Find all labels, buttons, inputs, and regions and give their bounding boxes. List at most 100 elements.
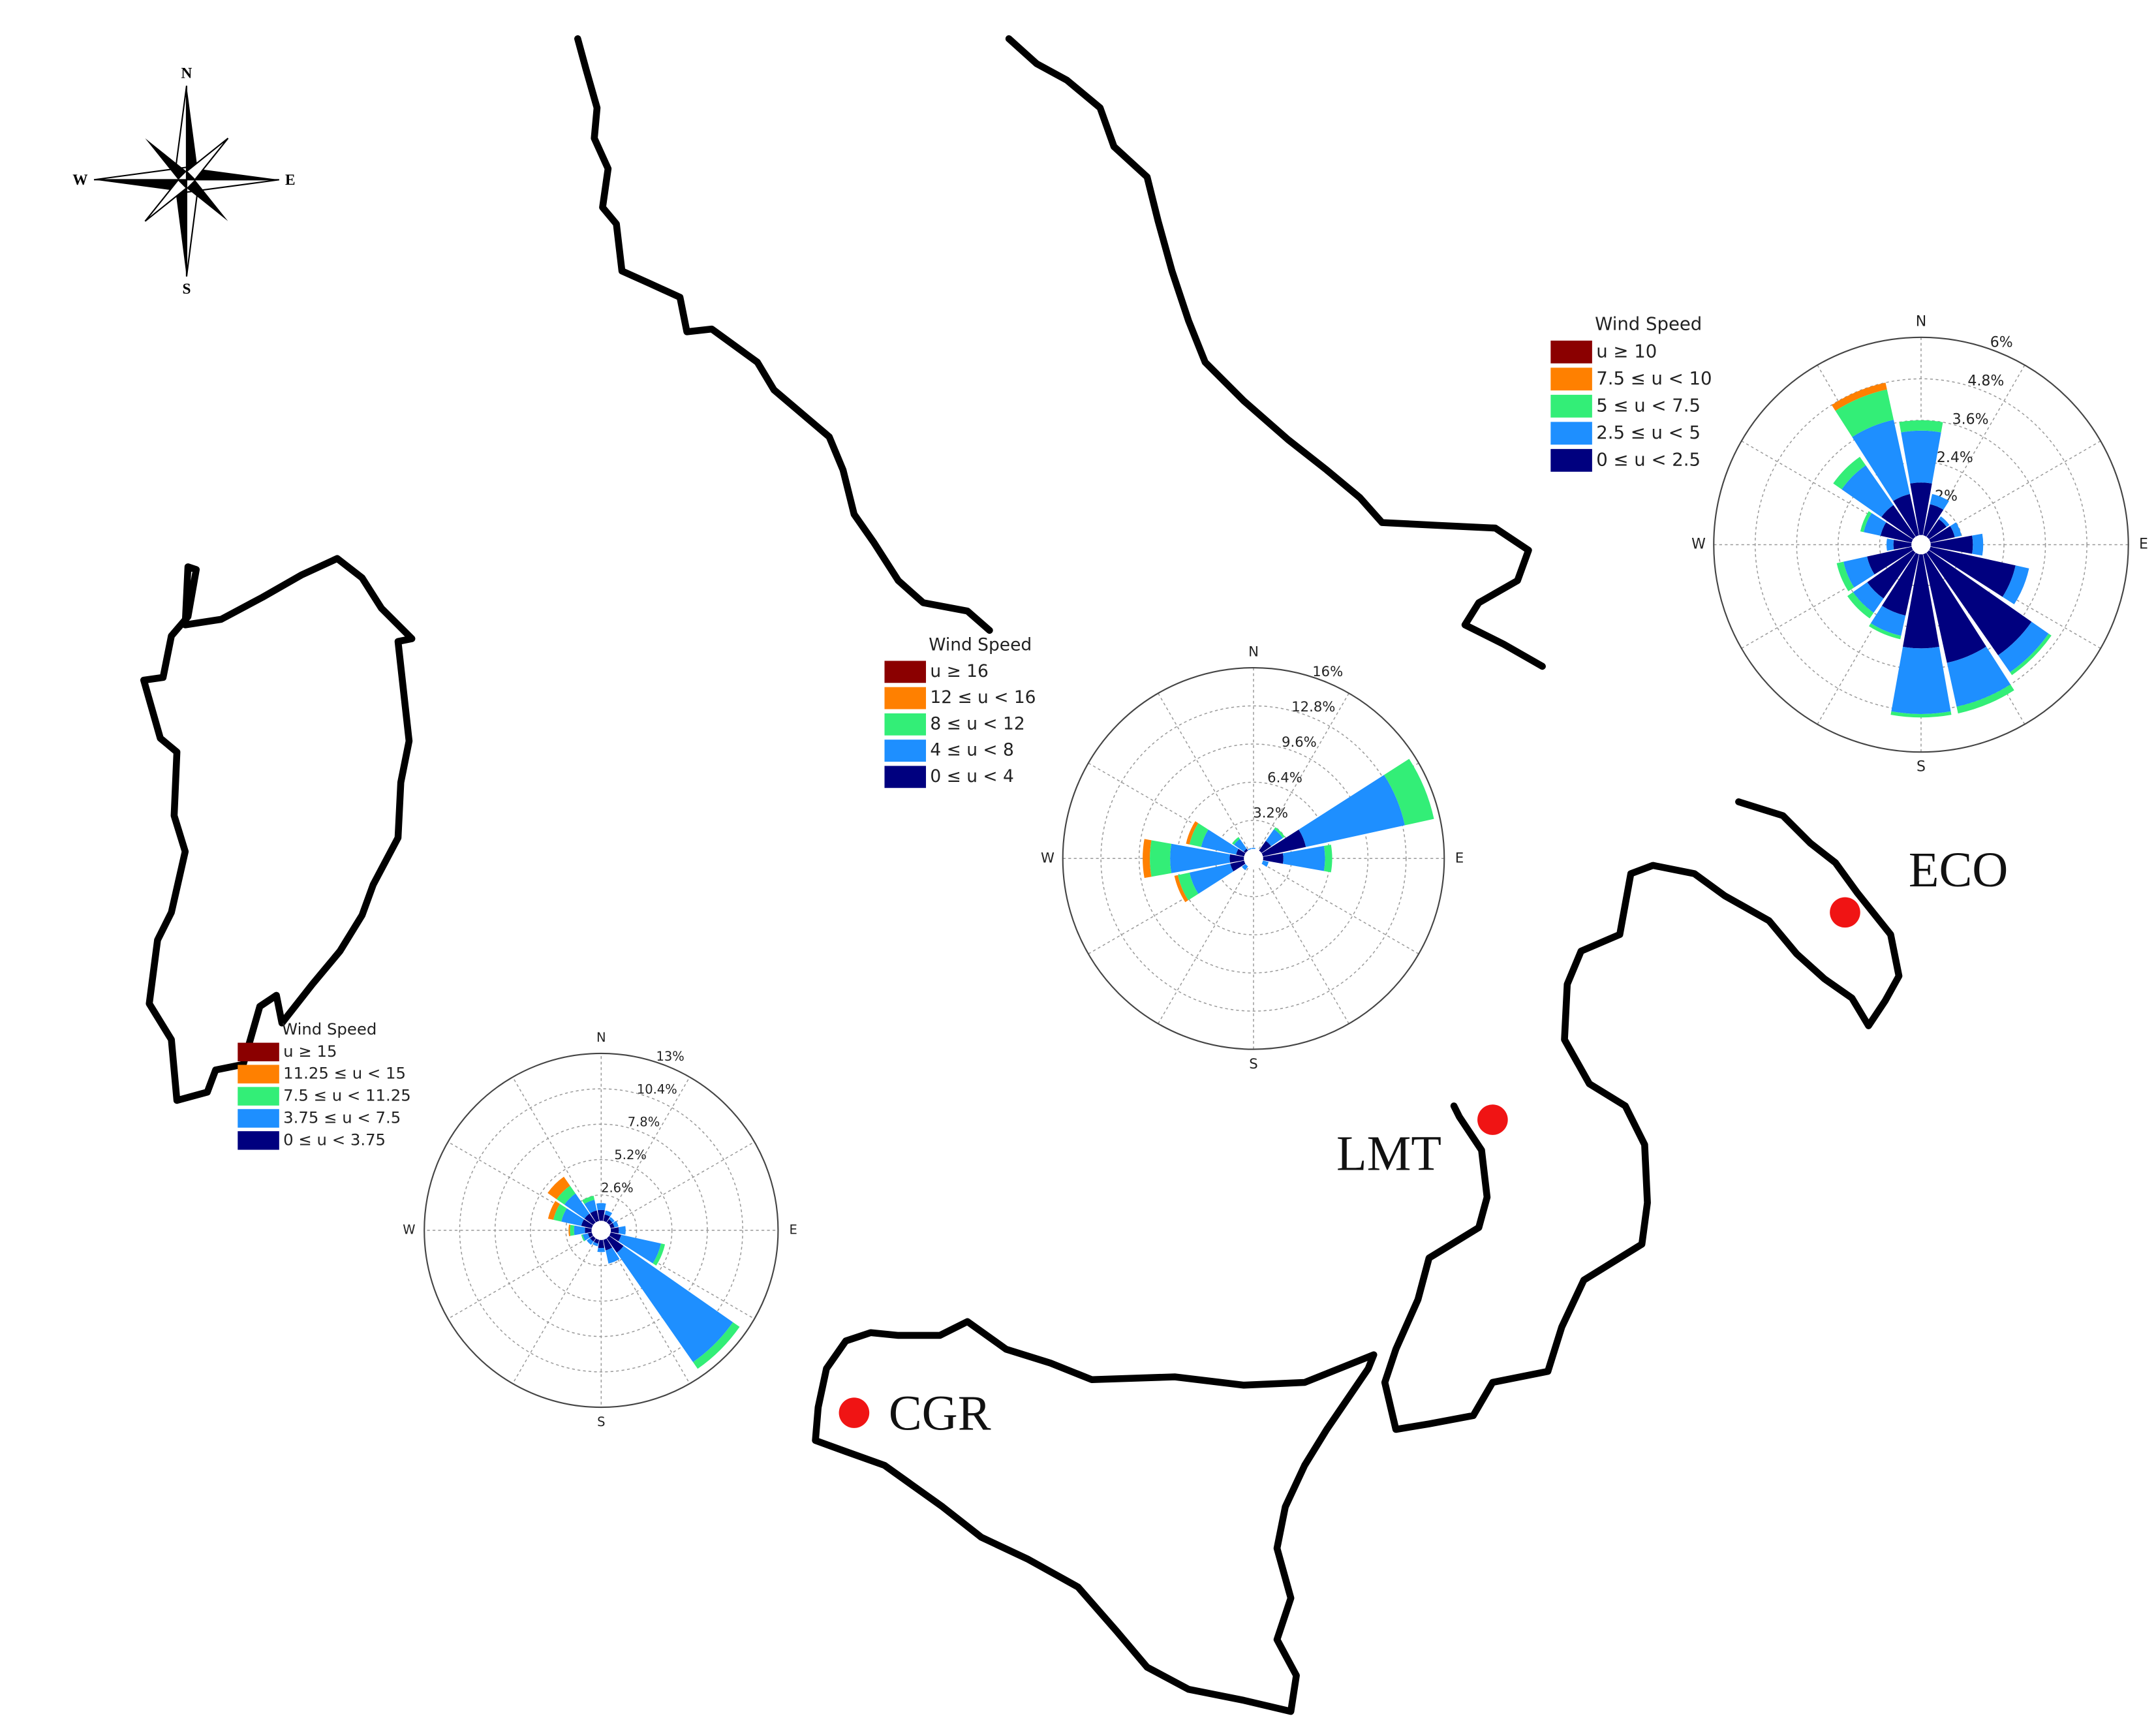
petal-segment [568,1224,571,1236]
petal-segment [1836,561,1855,591]
legend-label: 5 ≤ u < 7.5 [1596,395,1701,416]
petal-segment [1201,829,1239,855]
petal-segment [561,1208,584,1226]
petal-segment [604,1210,613,1217]
station-label: LMT [1336,1126,1441,1181]
petal-segment [597,1247,606,1253]
petal-segment [1853,582,1884,613]
grid-ring [1062,666,1445,1050]
petal-segment [1174,875,1188,903]
petal-segment [574,1225,585,1236]
stations: ECO LMT CGR [839,843,2008,1441]
petal-segment [1282,846,1325,871]
petal-segment [1189,864,1234,894]
station-dot [839,1397,870,1428]
legend-label: u ≥ 15 [283,1042,337,1061]
legend: Wind Speed u ≥ 10 7.5 ≤ u < 10 5 ≤ u < 7.5 2… [1550,314,1712,472]
legend: Wind Speed u ≥ 16 12 ≤ u < 16 8 ≤ u < 12 4 ≤… [884,635,1036,788]
petal-segment [587,1238,594,1245]
petal-segment [582,1233,590,1241]
petal-segment [1383,758,1434,826]
grid-ring [1838,461,2005,629]
legend-title: Wind Speed [929,635,1032,655]
legend-label: 3.75 ≤ u < 7.5 [283,1108,401,1127]
petal-segment [1867,544,1921,575]
legend-swatch [884,713,927,736]
spoke [1253,858,1419,955]
r-tick-label: 2.6% [601,1180,633,1195]
petal-segment [1299,775,1405,847]
wind-rose: 3.2% 6.4% 9.6% 12.8% 16% N E S W [1041,644,1464,1072]
r-tick-label: 6.4% [1267,769,1302,785]
r-tick-label: 12.8% [1291,698,1335,715]
coastline [1005,35,1546,670]
compass-point [186,179,228,221]
petal-segment [1869,623,1902,640]
petal-segment [1253,829,1306,859]
petal-segment [1920,504,1944,545]
petal-segment [2010,633,2052,676]
petal-segment [606,1247,620,1264]
compass-letter: W [72,172,87,189]
legend-swatch [1550,394,1592,418]
petal-segment [1893,540,1921,550]
petal-segment [1852,420,1910,501]
legend-label: 7.5 ≤ u < 10 [1596,368,1712,389]
legend-swatch [884,661,927,683]
r-tick-label: 3.6% [1952,411,1989,428]
petal-segment [1232,837,1240,845]
direction-label: E [2139,537,2148,553]
petal-segment [581,1234,585,1241]
legend-label: 7.5 ≤ u < 11.25 [283,1086,411,1105]
petal-segment [1998,621,2049,672]
compass-letter: S [182,281,191,298]
spoke [1158,693,1254,859]
petal-segment [1901,430,1941,484]
petal-segment [1143,839,1152,879]
petal-segment [1274,827,1285,838]
station-dot [1830,897,1860,928]
direction-label: N [1916,314,1926,330]
legend-swatch [238,1109,279,1128]
grid-ring [530,1159,673,1302]
r-tick-label: 13% [656,1049,684,1064]
compass-point [186,167,279,180]
r-tick-label: 5.2% [614,1147,646,1162]
petal-segment [1870,606,1906,636]
grid-ring [1100,705,1407,1012]
grid-ring [424,1052,779,1409]
petal-segment [1178,872,1199,901]
petal-segment [1265,829,1283,847]
compass-letter: N [181,65,192,82]
compass-point [174,179,187,277]
petal-segment [584,1200,597,1213]
compass-point [94,179,187,193]
petal-segment [592,1241,598,1247]
grid-ring [1138,743,1369,974]
legend-title: Wind Speed [282,1020,377,1038]
legend-swatch [238,1131,279,1150]
spoke [448,1230,602,1320]
petal-segment [1186,821,1199,845]
petal-segment [1972,533,1984,556]
petal-segment [693,1322,740,1369]
legend-label: 8 ≤ u < 12 [930,713,1024,734]
direction-label: N [596,1030,606,1045]
r-tick-label: 9.6% [1282,734,1317,750]
petal-segment [1170,843,1231,873]
petal-segment [617,1245,733,1362]
coastline [574,35,993,634]
petal-segment [1890,711,1952,718]
petal-segment [609,1217,615,1223]
petal-segment [1860,511,1872,533]
legend-swatch [884,687,927,709]
compass-point [145,138,187,180]
petal-segment [1234,839,1247,852]
legend-label: 0 ≤ u < 4 [930,766,1013,787]
r-tick-label: 2.4% [1937,450,1973,466]
petal-segment [1920,544,2032,655]
petal-segment [1893,493,1921,545]
petal-segment [582,1196,595,1204]
